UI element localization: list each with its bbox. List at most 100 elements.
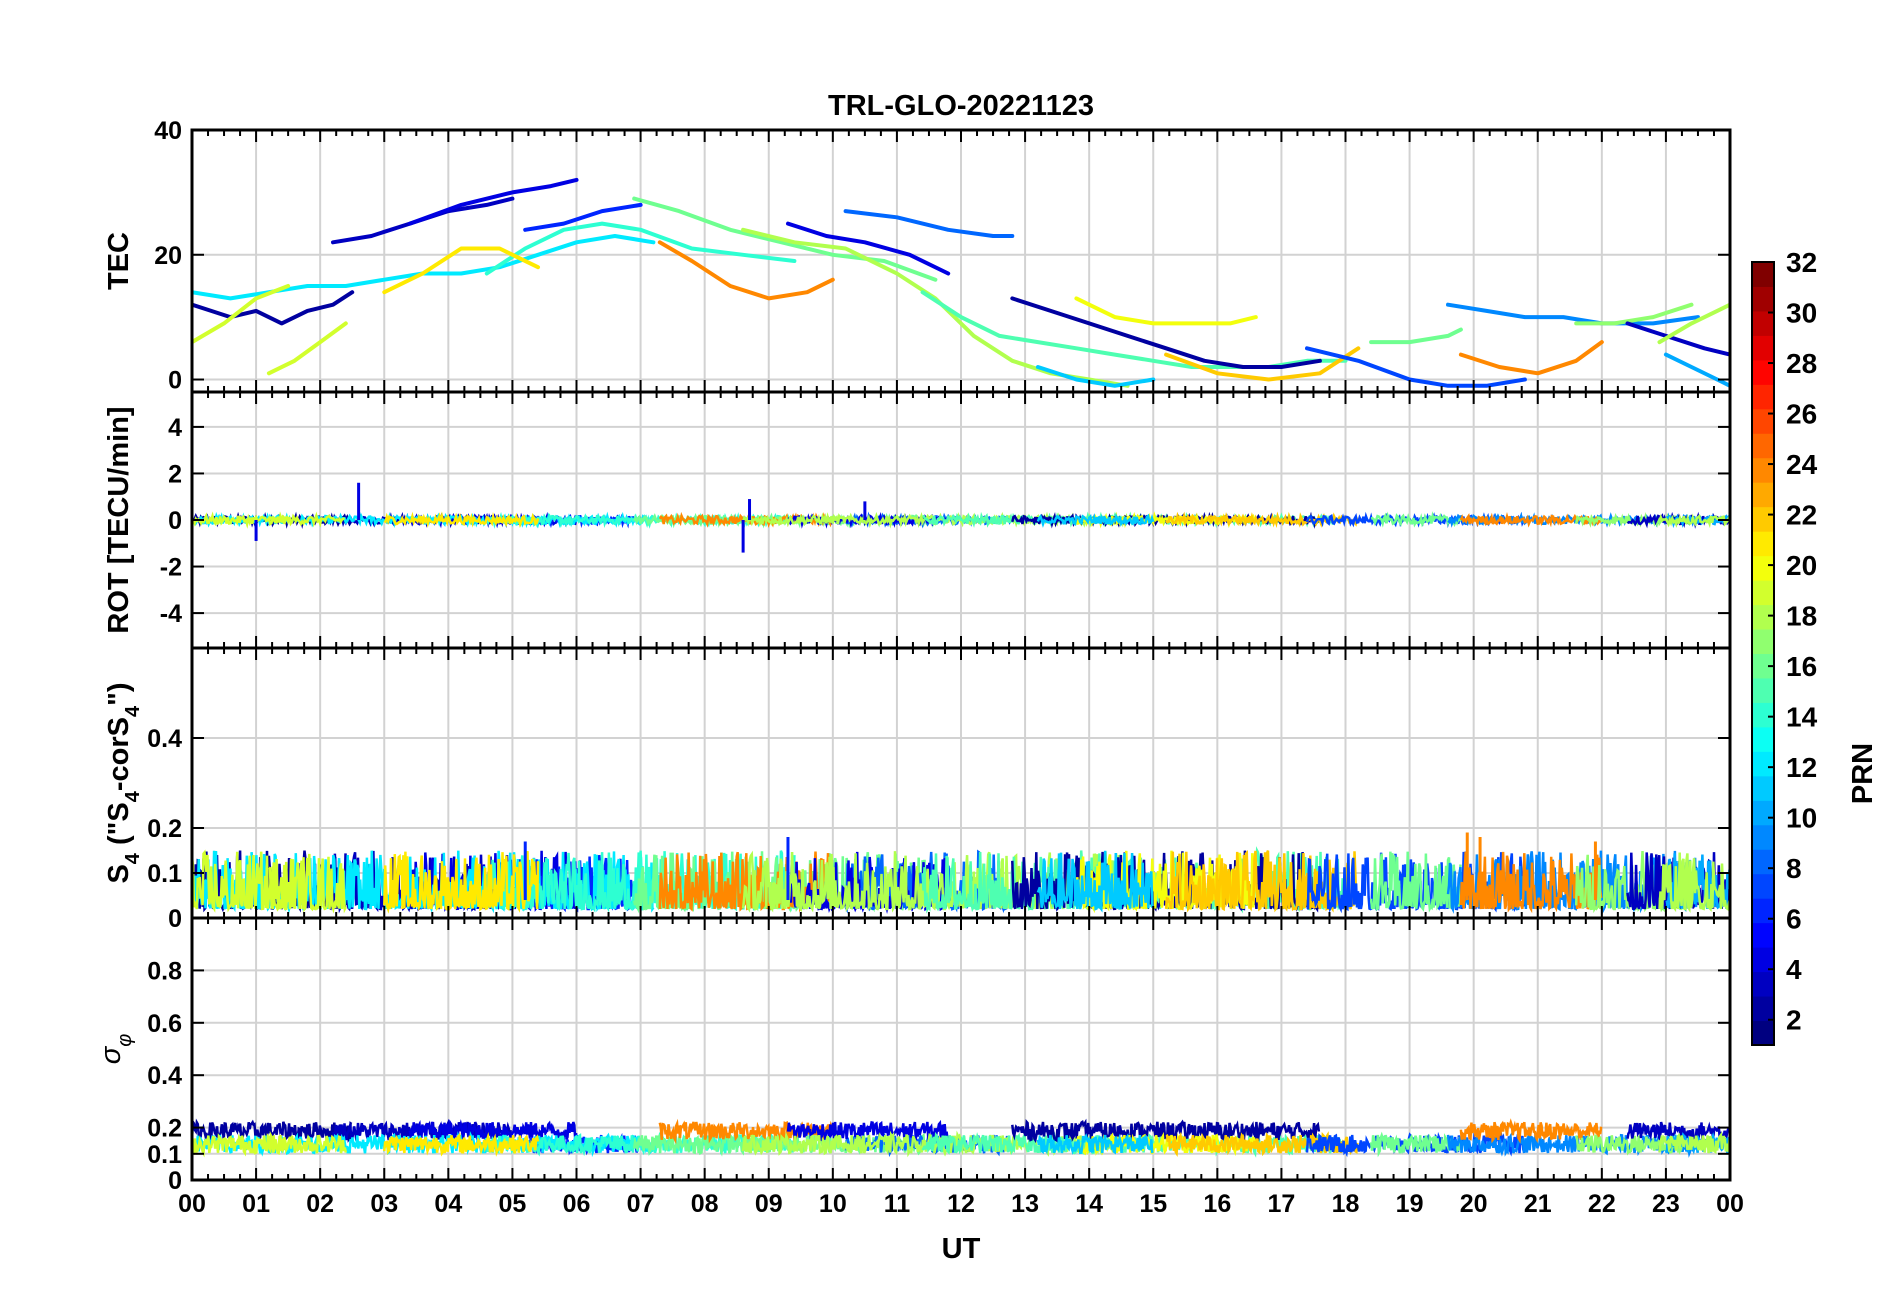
y-tick-label: 0 [168, 1167, 182, 1195]
sigma-series-line [1036, 1133, 1154, 1155]
rot-series-line [267, 511, 346, 528]
colorbar-tick-label: 32 [1786, 247, 1817, 278]
sigma-series-line [383, 1131, 540, 1157]
x-tick-label: 01 [242, 1190, 270, 1218]
y-axis-label: σφ [95, 1034, 136, 1065]
colorbar-band [1752, 775, 1774, 801]
colorbar-band [1752, 1020, 1774, 1046]
colorbar-band [1752, 947, 1774, 973]
tec-series-line [741, 227, 1130, 388]
tec-series-line [382, 246, 540, 295]
sigma-series-line [1011, 1118, 1321, 1144]
y-tick-label: 0 [168, 905, 182, 933]
colorbar-band [1752, 531, 1774, 557]
y-axis-label: TEC [103, 232, 135, 290]
x-tick-label: 09 [755, 1190, 783, 1218]
colorbar-band [1752, 702, 1774, 728]
colorbar-tick-label: 2 [1786, 1005, 1802, 1036]
y-tick-label: 0.2 [147, 1115, 182, 1143]
colorbar-band [1752, 433, 1774, 459]
colorbar-tick-label: 30 [1786, 298, 1817, 329]
x-tick-label: 00 [1716, 1190, 1744, 1218]
colorbar-band [1752, 262, 1774, 287]
x-tick-label: 03 [370, 1190, 398, 1218]
colorbar-tick-label: 4 [1786, 954, 1802, 985]
colorbar-tick-label: 24 [1786, 449, 1818, 480]
rot-series-line [1036, 512, 1155, 528]
colorbar-band [1752, 751, 1774, 777]
colorbar-band [1752, 506, 1774, 532]
sigma-series-line [1626, 1121, 1730, 1141]
x-tick-label: 04 [434, 1190, 462, 1218]
tec-series-line [1074, 296, 1258, 326]
tec-series-line [192, 234, 656, 301]
colorbar-frame [1751, 261, 1775, 1046]
y-tick-label: -4 [160, 600, 182, 628]
x-axis-label: UT [942, 1233, 981, 1265]
tec-series-line [484, 221, 797, 276]
colorbar-tick-label: 22 [1786, 500, 1817, 531]
s4-series-line [268, 853, 347, 914]
tec-series-line [1458, 340, 1604, 376]
colorbar-band [1752, 726, 1774, 752]
x-tick-label: 21 [1524, 1190, 1552, 1218]
panel-s4: 0 0.1 0.2 0.4S4 ("S4-corS4") [103, 646, 1732, 933]
x-tick-label: 15 [1139, 1190, 1167, 1218]
y-axis-label: ROT [TECU/min] [103, 406, 135, 633]
sigma-series-line [632, 1131, 936, 1157]
tec-series-line [632, 196, 938, 282]
panel-rot-data [192, 482, 1730, 553]
colorbar-band [1752, 457, 1774, 483]
colorbar-tick-label: 26 [1786, 399, 1817, 430]
panel-tec: 0 20 40 TEC [103, 117, 1732, 395]
x-tick-label: 23 [1652, 1190, 1680, 1218]
tec-series-line [192, 290, 355, 326]
sigma-series-line [1305, 1131, 1526, 1158]
colorbar-band [1752, 898, 1774, 924]
colorbar-band [1752, 580, 1774, 606]
colorbar-band [1752, 408, 1774, 434]
s4-series-line [1658, 852, 1730, 914]
colorbar-band [1752, 384, 1774, 410]
colorbar-tick-label: 6 [1786, 904, 1802, 935]
colorbar-band [1752, 629, 1774, 654]
x-tick-label: 05 [499, 1190, 527, 1218]
tec-series-line [407, 177, 579, 226]
y-tick-label: 0.2 [147, 815, 182, 843]
colorbar-band [1752, 996, 1774, 1022]
rot-series-line [383, 511, 540, 529]
tec-series-line [1010, 296, 1322, 369]
colorbar-band [1752, 873, 1774, 899]
tec-series-line [266, 321, 348, 376]
sigma-series-line [1165, 1131, 1359, 1157]
x-tick-label: 14 [1075, 1190, 1103, 1218]
tec-series-line [1164, 346, 1361, 382]
tec-series-line [1035, 365, 1156, 388]
y-tick-label: 0.6 [147, 1010, 182, 1038]
rot-series-line [1371, 511, 1462, 528]
colorbar-band [1752, 286, 1774, 312]
x-tick-label: 07 [627, 1190, 655, 1218]
tec-series-line [1305, 346, 1527, 388]
tec-series-line [523, 202, 643, 232]
colorbar-band [1752, 482, 1774, 508]
sigma-series-line [1658, 1131, 1730, 1154]
colorbar-tick-label: 28 [1786, 348, 1817, 379]
tec-series-line [657, 240, 835, 301]
colorbar-tick-label: 10 [1786, 803, 1817, 834]
sigma-series-line [1459, 1118, 1603, 1144]
s4-series-line [383, 851, 540, 914]
panel-s4-data [192, 832, 1730, 914]
colorbar-tick-label: 14 [1786, 702, 1818, 733]
colorbar-band [1752, 359, 1774, 385]
tec-series-line [1369, 327, 1463, 345]
s4-series-line [1164, 849, 1359, 913]
tec-series-line [1574, 302, 1694, 326]
sigma-series-line [1446, 1131, 1699, 1158]
colorbar-band [1752, 800, 1774, 826]
colorbar-tick-label: 18 [1786, 601, 1817, 632]
colorbar-band [1752, 653, 1774, 679]
